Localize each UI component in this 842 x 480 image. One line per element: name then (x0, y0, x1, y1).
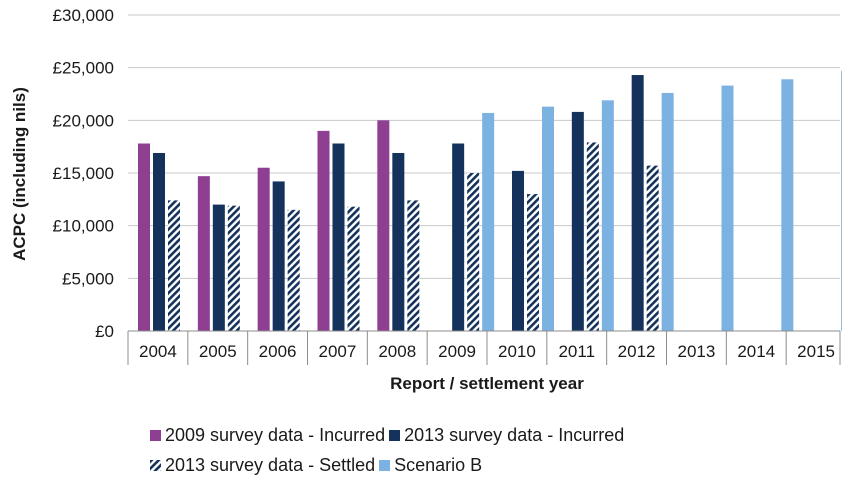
bar (646, 165, 659, 331)
bar (168, 200, 180, 331)
legend-row-1: 2009 survey data - Incurred 2013 survey … (150, 420, 628, 450)
bar (227, 205, 240, 331)
x-axis-title: Report / settlement year (390, 374, 584, 393)
legend-label: 2013 survey data - Settled (165, 455, 376, 475)
bar (392, 152, 405, 331)
legend-swatch-2013-settled (150, 459, 161, 471)
legend-row-2: 2013 survey data - Settled Scenario B (150, 450, 628, 480)
y-tick-label: £5,000 (62, 269, 114, 288)
legend-swatch-scenario-b (379, 459, 391, 471)
legend-label: 2013 survey data - Incurred (404, 425, 625, 445)
x-tick-label: 2012 (618, 342, 656, 361)
x-tick-label: 2010 (498, 342, 536, 361)
x-tick-label: 2011 (558, 342, 595, 361)
bar (482, 112, 495, 332)
bar (407, 200, 420, 331)
bar (212, 204, 225, 331)
y-axis-title: ACPC (including nils) (10, 87, 29, 261)
bar (661, 92, 674, 332)
y-tick-label: £25,000 (53, 59, 114, 78)
x-tick-label: 2005 (199, 342, 237, 361)
legend-swatch-2009-incurred (150, 429, 161, 441)
bars (138, 70, 842, 332)
axes: £0 £5,000 £10,000 £15,000 £20,000 £25,000 £30,… (53, 6, 841, 365)
bar (721, 85, 734, 331)
bar-chart: £0 £5,000 £10,000 £15,000 £20,000 £25,000 £30,… (10, 6, 842, 393)
y-tick-label: £30,000 (53, 6, 114, 25)
bar (542, 106, 554, 331)
legend-swatch-2013-incurred (389, 429, 401, 441)
bar (631, 75, 644, 331)
x-tick-label: 2006 (259, 342, 297, 361)
bar (467, 173, 480, 331)
legend-item-2009-incurred: 2009 survey data - Incurred (150, 420, 385, 450)
x-tick-label: 2013 (678, 342, 716, 361)
bar (257, 167, 270, 331)
x-tick-label: 2015 (797, 342, 835, 361)
y-tick-label: £20,000 (53, 111, 114, 130)
bar (377, 120, 390, 331)
bar (347, 206, 360, 331)
x-tick-label: 2008 (378, 342, 416, 361)
bar (586, 142, 599, 331)
bar (317, 130, 330, 331)
y-tick-label: £0 (95, 322, 114, 341)
bar (601, 100, 614, 331)
legend-label: 2009 survey data - Incurred (165, 425, 386, 445)
legend-label: Scenario B (394, 455, 483, 475)
legend-item-scenario-b: Scenario B (379, 450, 482, 480)
legend-item-2013-settled: 2013 survey data - Settled (150, 450, 375, 480)
y-tick-label: £15,000 (53, 164, 114, 183)
x-tick-label: 2009 (438, 342, 476, 361)
bar (332, 143, 345, 331)
x-tick-label: 2014 (737, 342, 775, 361)
y-tick-label: £10,000 (53, 217, 114, 236)
bar (287, 209, 300, 331)
legend-item-2013-incurred: 2013 survey data - Incurred (389, 420, 624, 450)
bar (527, 194, 539, 331)
x-tick-label: 2007 (319, 342, 357, 361)
bar (512, 170, 524, 331)
bar (452, 143, 465, 331)
legend: 2009 survey data - Incurred 2013 survey … (150, 420, 628, 480)
bar (571, 111, 584, 331)
bar (272, 181, 285, 331)
x-tick-label: 2004 (139, 342, 177, 361)
bar (138, 143, 150, 331)
bar (781, 79, 794, 332)
bar (197, 176, 210, 331)
bar (153, 152, 165, 331)
